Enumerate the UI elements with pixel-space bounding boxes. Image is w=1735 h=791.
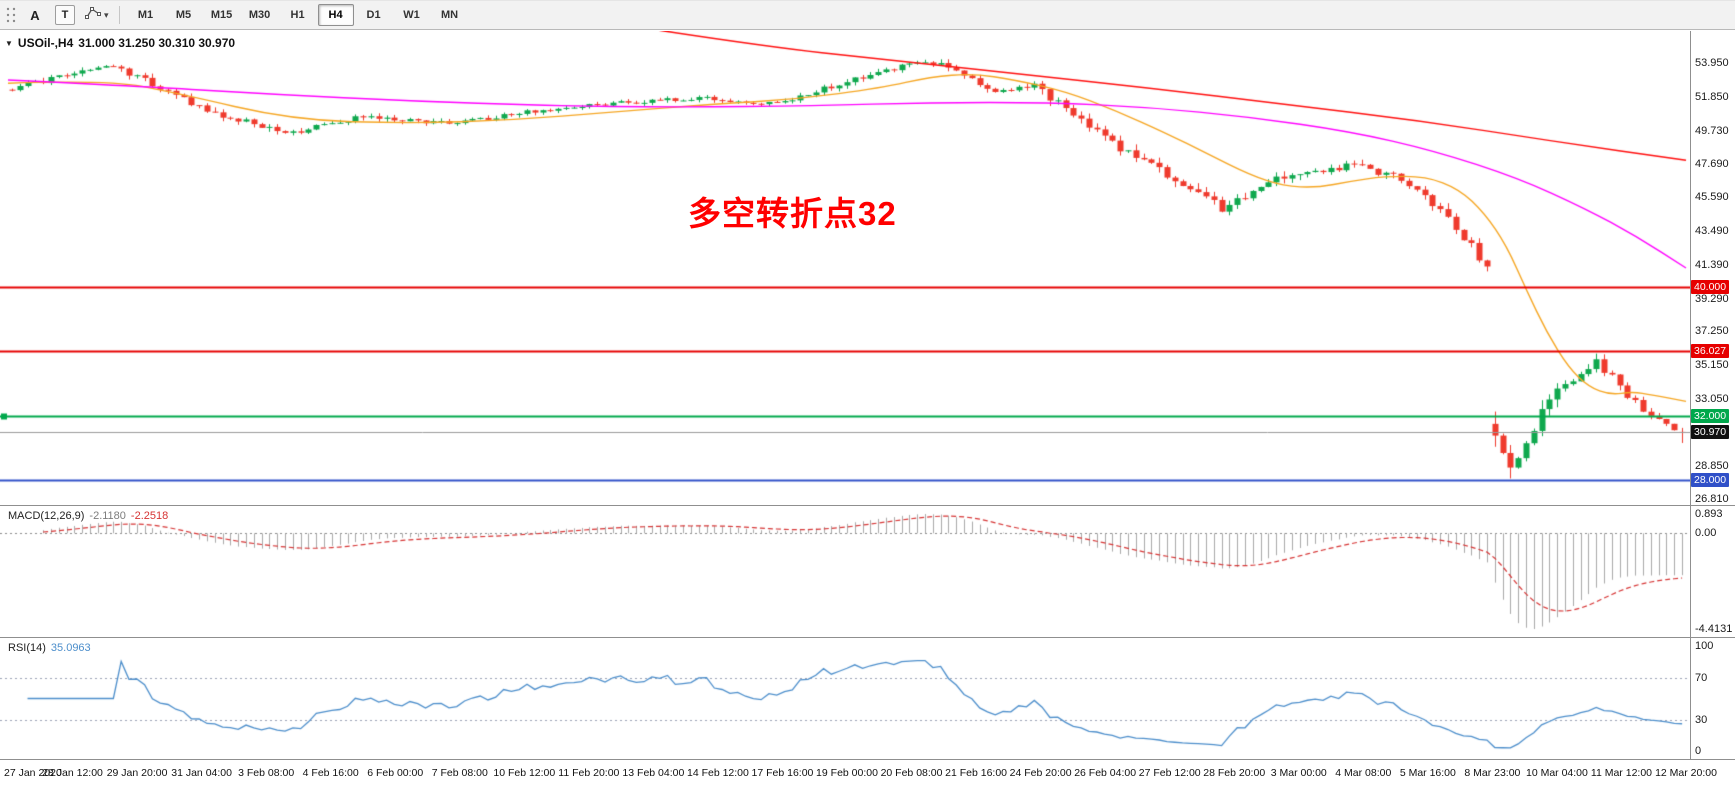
time-axis-label: 3 Mar 00:00 <box>1270 767 1327 779</box>
collapse-arrow-icon[interactable]: ▼ <box>5 38 13 48</box>
price-axis-label: 53.950 <box>1695 57 1729 70</box>
text-tool-button[interactable]: T <box>55 5 75 25</box>
macd-axis-label: 0.00 <box>1695 527 1717 540</box>
time-axis-label: 10 Feb 12:00 <box>493 767 556 779</box>
time-axis-label: 11 Feb 20:00 <box>558 767 620 779</box>
rsi-axis-label: 70 <box>1695 671 1708 684</box>
macd-indicator-chart[interactable] <box>0 506 1690 637</box>
price-axis-label: 37.250 <box>1695 325 1729 338</box>
price-tag-32.000: 32.000 <box>1691 408 1730 423</box>
rsi-indicator-chart[interactable] <box>0 638 1690 759</box>
price-tag-40.000: 40.000 <box>1691 280 1730 295</box>
time-axis-label: 13 Feb 04:00 <box>622 767 685 779</box>
pane-separator[interactable] <box>0 759 1735 760</box>
macd-value-signal: -2.2518 <box>130 510 169 522</box>
price-axis-label: 45.590 <box>1695 191 1729 204</box>
time-axis-label: 26 Feb 04:00 <box>1074 767 1137 779</box>
time-axis-label: 19 Feb 00:00 <box>816 767 878 779</box>
rsi-axis-label: 100 <box>1695 640 1714 652</box>
price-axis-label: 47.690 <box>1695 157 1729 170</box>
polyline-icon <box>85 6 102 25</box>
time-axis-label: 28 Jan 12:00 <box>42 767 103 779</box>
timeframe-group: M1 M5 M15 M30 H1 H4 D1 W1 MN <box>128 4 468 26</box>
time-axis-label: 21 Feb 16:00 <box>945 767 1008 779</box>
timeframe-m15[interactable]: M15 <box>210 9 233 21</box>
timeframe-mn[interactable]: MN <box>440 9 459 21</box>
timeframe-w1[interactable]: W1 <box>403 9 420 21</box>
time-axis-label: 4 Feb 16:00 <box>302 767 359 779</box>
price-axis-label: 28.850 <box>1695 460 1729 473</box>
time-axis-label: 20 Feb 08:00 <box>880 767 943 779</box>
time-axis-label: 7 Feb 08:00 <box>431 767 488 779</box>
current-price-tag: 30.970 <box>1691 425 1730 440</box>
macd-label: MACD(12,26,9) -2.1180 -2.2518 <box>8 510 168 522</box>
macd-axis-label: -4.4131 <box>1695 623 1733 635</box>
chart-symbol-period: USOil-,H4 <box>17 36 74 50</box>
time-axis-label: 6 Feb 00:00 <box>367 767 424 779</box>
timeframe-m1[interactable]: M1 <box>137 9 154 21</box>
time-axis-label: 3 Feb 08:00 <box>238 767 295 779</box>
time-axis-label: 28 Feb 20:00 <box>1203 767 1266 779</box>
price-tag-28.000: 28.000 <box>1691 473 1730 488</box>
price-axis-label: 39.290 <box>1695 292 1729 305</box>
time-axis-label: 14 Feb 12:00 <box>686 767 749 779</box>
price-axis-label: 33.050 <box>1695 392 1729 405</box>
time-axis[interactable]: 27 Jan 2020 28 Jan 12:00 29 Jan 20:00 31 Ja… <box>0 760 1735 791</box>
price-tag-36.027: 36.027 <box>1691 344 1730 359</box>
toolbar-separator <box>118 6 120 24</box>
rsi-name: RSI(14) <box>8 642 46 654</box>
price-axis-label: 49.730 <box>1695 124 1729 137</box>
time-axis-label: 12 Mar 20:00 <box>1655 767 1717 779</box>
timeframe-m5[interactable]: M5 <box>175 9 192 21</box>
pane-separator[interactable] <box>0 505 1735 506</box>
chart-area: ▼ USOil-,H4 31.000 31.250 30.310 30.970 … <box>0 31 1735 791</box>
time-axis-label: 4 Mar 08:00 <box>1335 767 1392 779</box>
time-axis-label: 31 Jan 04:00 <box>171 767 232 779</box>
annotation-tool-button[interactable]: A <box>30 7 40 23</box>
price-axis-label: 35.150 <box>1695 359 1729 372</box>
chevron-down-icon: ▾ <box>104 9 109 20</box>
timeframe-m30[interactable]: M30 <box>248 9 271 21</box>
main-price-chart[interactable] <box>0 31 1690 505</box>
macd-value-main: -2.1180 <box>89 510 126 522</box>
rsi-axis-label: 30 <box>1695 713 1708 726</box>
timeframe-d1[interactable]: D1 <box>366 9 381 21</box>
objects-tool-button[interactable]: ▾ <box>85 6 109 25</box>
rsi-value: 35.0963 <box>50 642 91 654</box>
time-axis-label: 10 Mar 04:00 <box>1525 767 1588 779</box>
time-axis-label: 5 Mar 16:00 <box>1399 767 1456 779</box>
chart-toolbar: A T ▾ M1 M5 M15 M30 H1 H4 D1 W1 MN <box>0 0 1735 30</box>
grip-icon[interactable] <box>3 5 19 25</box>
time-axis-label: 27 Feb 12:00 <box>1138 767 1201 779</box>
pane-separator[interactable] <box>0 637 1735 638</box>
price-axis-label: 51.850 <box>1695 90 1729 103</box>
price-axis-border <box>1690 31 1691 760</box>
time-axis-label: 17 Feb 16:00 <box>751 767 814 779</box>
time-axis-label: 24 Feb 20:00 <box>1009 767 1072 779</box>
price-axis-label: 41.390 <box>1695 258 1729 271</box>
price-axis-label: 26.810 <box>1695 493 1729 506</box>
macd-name: MACD(12,26,9) <box>8 510 85 522</box>
rsi-label: RSI(14) 35.0963 <box>8 642 91 654</box>
time-axis-label: 27 Jan 2020 <box>4 767 62 779</box>
timeframe-h4[interactable]: H4 <box>317 4 354 26</box>
chart-ohlc-values: 31.000 31.250 30.310 30.970 <box>78 36 236 50</box>
time-axis-label: 29 Jan 20:00 <box>106 767 168 779</box>
time-axis-label: 11 Mar 12:00 <box>1590 767 1652 779</box>
chart-ohlc-header: ▼ USOil-,H4 31.000 31.250 30.310 30.970 <box>5 36 235 50</box>
price-axis-label: 43.490 <box>1695 225 1729 238</box>
rsi-axis-label: 0 <box>1695 745 1702 757</box>
timeframe-h1[interactable]: H1 <box>290 9 305 21</box>
time-axis-label: 8 Mar 23:00 <box>1464 767 1521 779</box>
macd-axis-label: 0.893 <box>1695 508 1723 520</box>
annotation-text[interactable]: 多空转折点32 <box>688 195 897 232</box>
